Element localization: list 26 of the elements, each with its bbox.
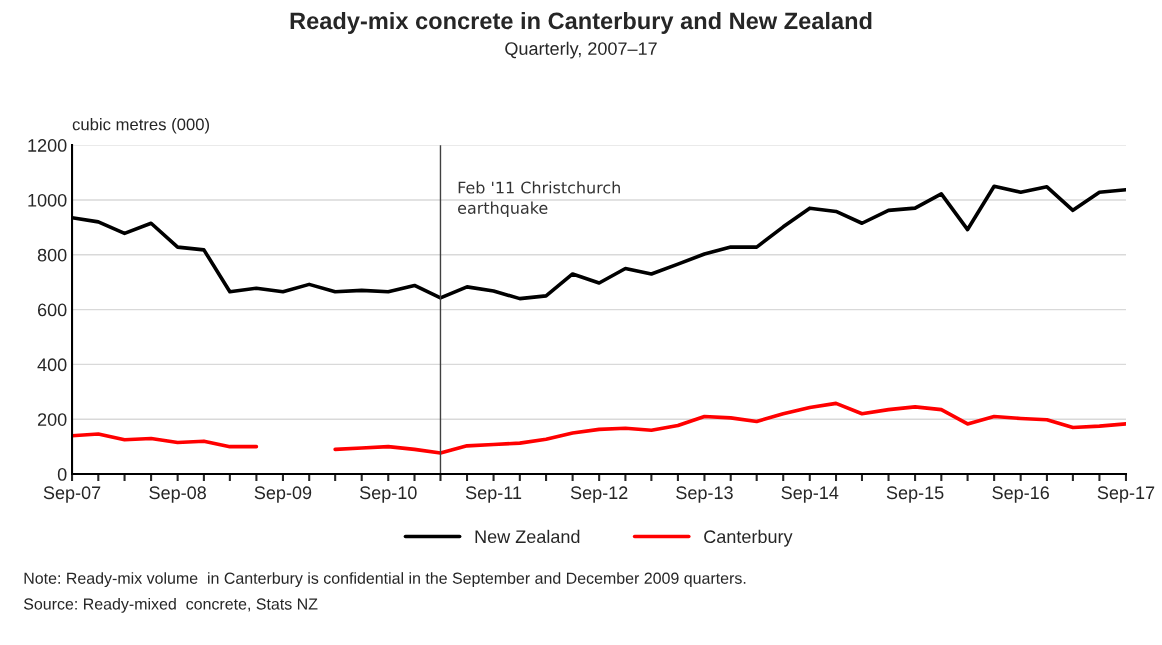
y-tick-label: 1000 — [28, 193, 67, 207]
x-tick-label: Sep-14 — [781, 486, 839, 503]
legend-label: Canterbury — [704, 529, 793, 547]
x-tick-label: Sep-16 — [992, 486, 1049, 503]
y-tick-label: 400 — [37, 358, 67, 372]
x-tick-label: Sep-11 — [465, 486, 522, 503]
x-tick-label: Sep-12 — [570, 486, 628, 503]
legend-label: New Zealand — [475, 529, 580, 544]
y-tick-label: 600 — [37, 303, 67, 317]
ref-line-label: Feb '11 Christchurch earthquake — [458, 181, 620, 218]
y-tick-label: 800 — [37, 248, 67, 262]
chart-subtitle: Quarterly, 2007–17 — [505, 41, 657, 59]
chart-title: Ready-mix concrete in Canterbury and New Zealand — [290, 11, 872, 34]
y-axis-title: cubic metres (000) — [72, 118, 210, 134]
x-tick-label: Sep-15 — [886, 486, 944, 503]
x-tick-label: Sep-17 — [1097, 486, 1155, 503]
x-tick-label: Sep-13 — [676, 486, 733, 503]
x-tick-label: Sep-08 — [149, 486, 206, 503]
source-note: Source: Ready-mixed concrete, Stats NZ — [23, 597, 318, 613]
y-tick-label: 200 — [37, 413, 67, 426]
y-tick-label: 0 — [57, 468, 67, 481]
y-tick-label: 1200 — [28, 139, 67, 152]
x-tick-label: Sep-10 — [359, 486, 417, 503]
x-tick-label: Sep-09 — [254, 486, 312, 503]
x-tick-label: Sep-07 — [43, 486, 101, 503]
text: Note: Ready-mix volume in Canterbury is confidential in the September and December 2009 quarters. — [24, 572, 746, 588]
